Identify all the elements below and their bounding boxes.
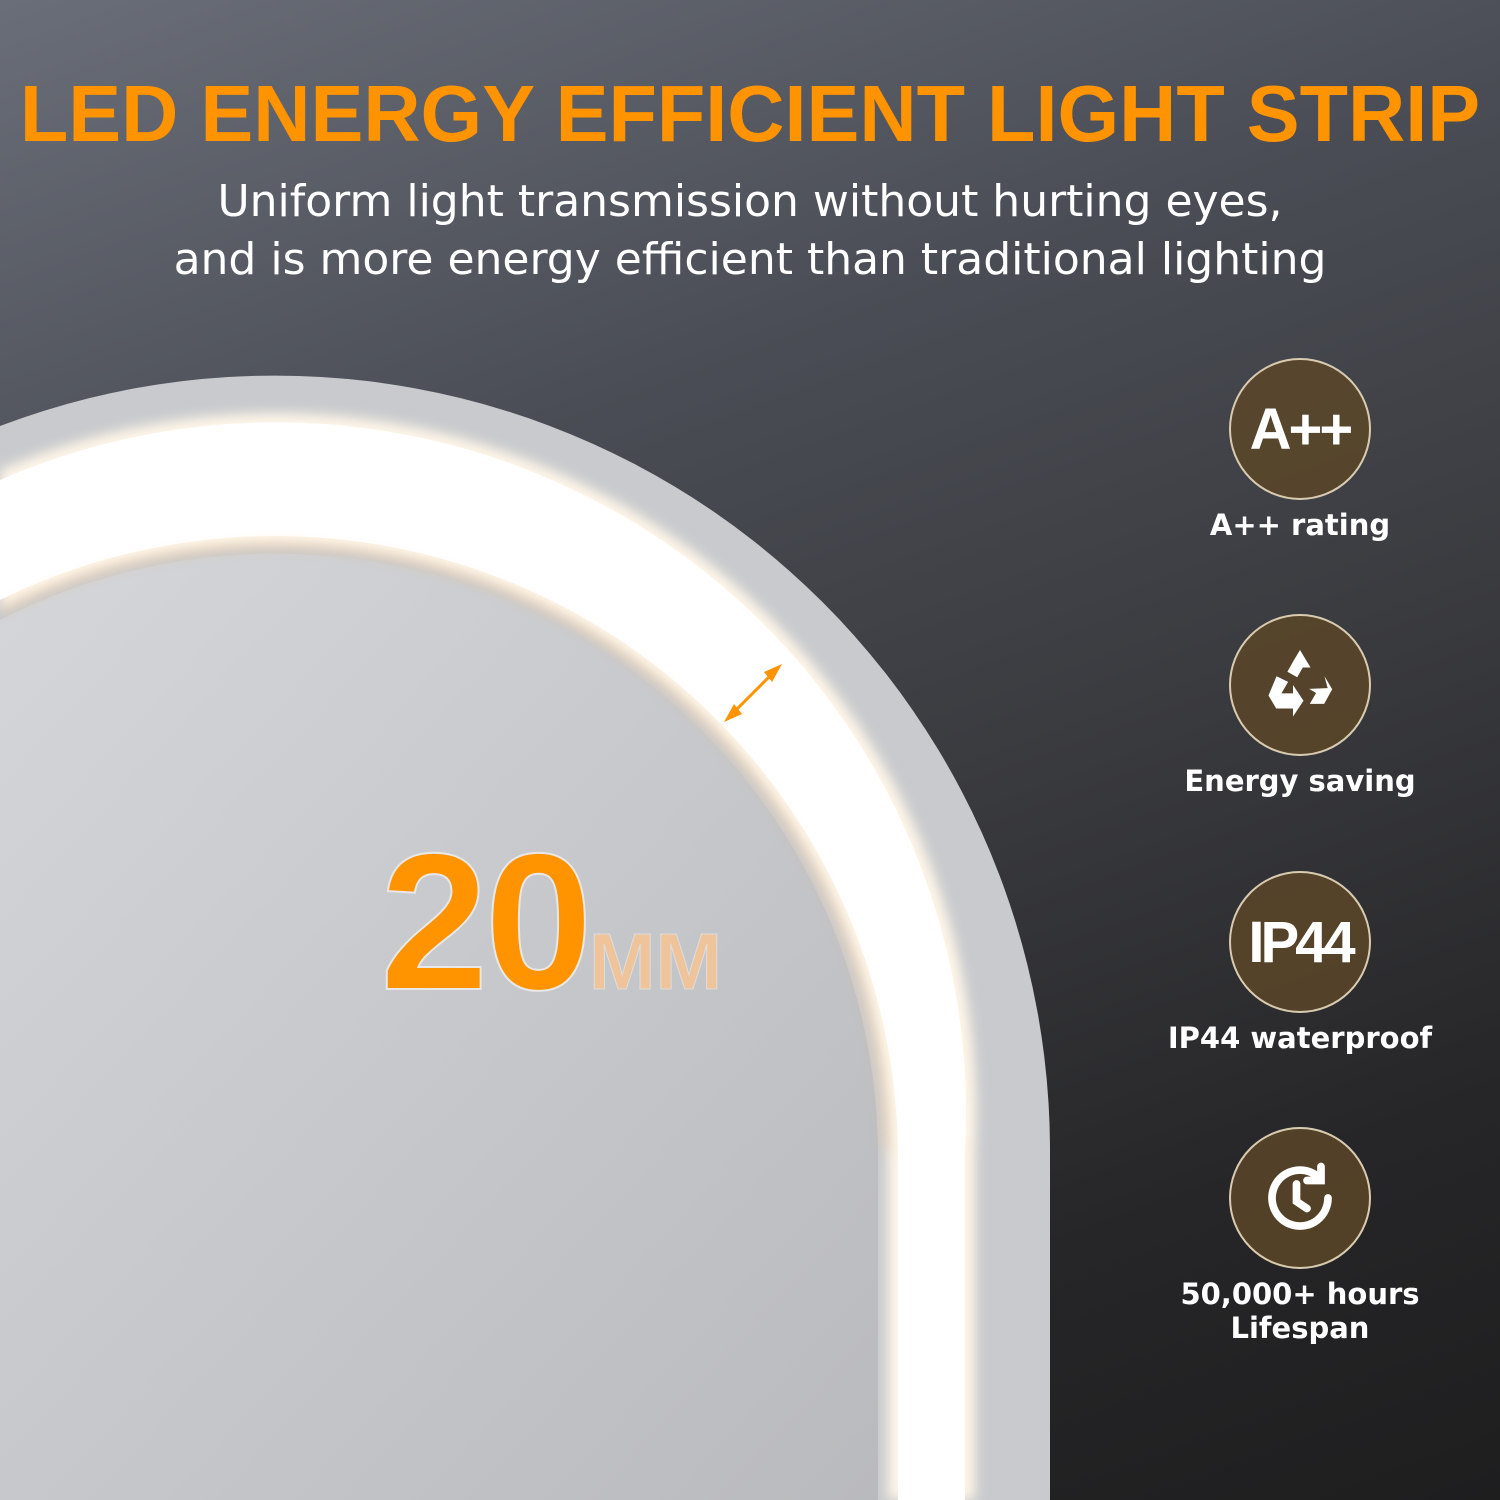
clock-refresh-icon	[1229, 1127, 1371, 1269]
subtitle-line-2: and is more energy efficient than tradit…	[173, 234, 1327, 285]
recycle-icon	[1229, 614, 1371, 756]
feature-label: IP44 waterproof	[1167, 1021, 1433, 1055]
a-plus-plus-icon: A++	[1229, 358, 1371, 500]
feature-ip44: IP44 IP44 waterproof	[1110, 871, 1490, 1055]
title-area: LED ENERGY EFFICIENT LIGHT STRIP	[0, 68, 1500, 160]
ip44-icon: IP44	[1229, 871, 1371, 1013]
width-callout: 20MM	[379, 810, 723, 1034]
subtitle-line-1: Uniform light transmission without hurti…	[217, 176, 1283, 227]
width-unit: MM	[588, 917, 723, 1007]
page-title: LED ENERGY EFFICIENT LIGHT STRIP	[19, 69, 1481, 158]
feature-label-2: Lifespan	[1230, 1311, 1370, 1345]
feature-lifespan: 50,000+ hours Lifespan	[1110, 1127, 1490, 1345]
feature-label: 50,000+ hours	[1180, 1277, 1420, 1311]
feature-label: A++ rating	[1209, 508, 1391, 542]
feature-label: Energy saving	[1184, 764, 1416, 798]
width-arrow-icon	[724, 664, 782, 722]
width-value: 20	[379, 812, 594, 1032]
feature-a-plus-plus: A++ A++ rating	[1110, 358, 1490, 542]
feature-energy-saving: Energy saving	[1110, 614, 1490, 798]
